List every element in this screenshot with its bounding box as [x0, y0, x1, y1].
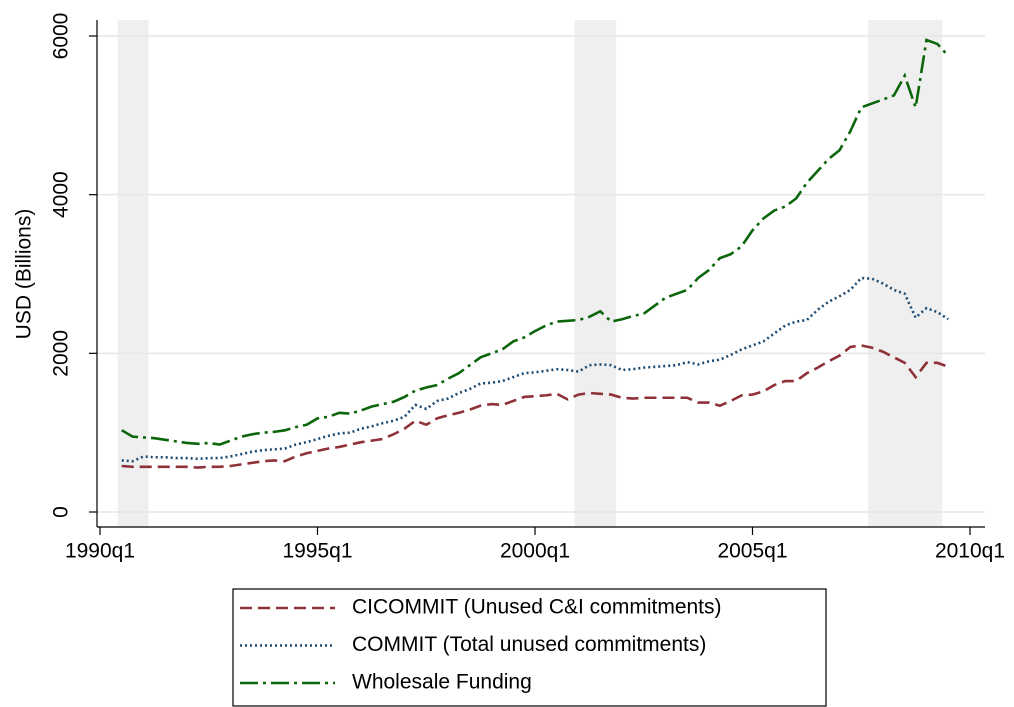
y-axis-label: USD (Billions) — [13, 209, 36, 340]
y-tick-label: 6000 — [50, 13, 73, 60]
y-tick-label: 4000 — [50, 171, 73, 218]
y-tick-label: 2000 — [50, 330, 73, 377]
x-tick-label: 2010q1 — [935, 540, 1005, 563]
series-line — [121, 344, 949, 469]
shaded-period — [574, 20, 617, 527]
x-tick-label: 1995q1 — [282, 540, 352, 563]
x-tick-label: 1990q1 — [65, 540, 135, 563]
legend-label: Wholesale Funding — [352, 671, 532, 694]
series-line — [121, 38, 950, 446]
shaded-period — [117, 20, 149, 527]
x-tick-label: 2000q1 — [500, 540, 570, 563]
legend-label: CICOMMIT (Unused C&I commitments) — [352, 596, 722, 619]
shaded-period — [868, 20, 943, 527]
legend-label: COMMIT (Total unused commitments) — [352, 633, 706, 656]
x-tick-label: 2005q1 — [717, 540, 787, 563]
y-tick-label: 0 — [50, 506, 73, 518]
series-line — [121, 276, 949, 463]
